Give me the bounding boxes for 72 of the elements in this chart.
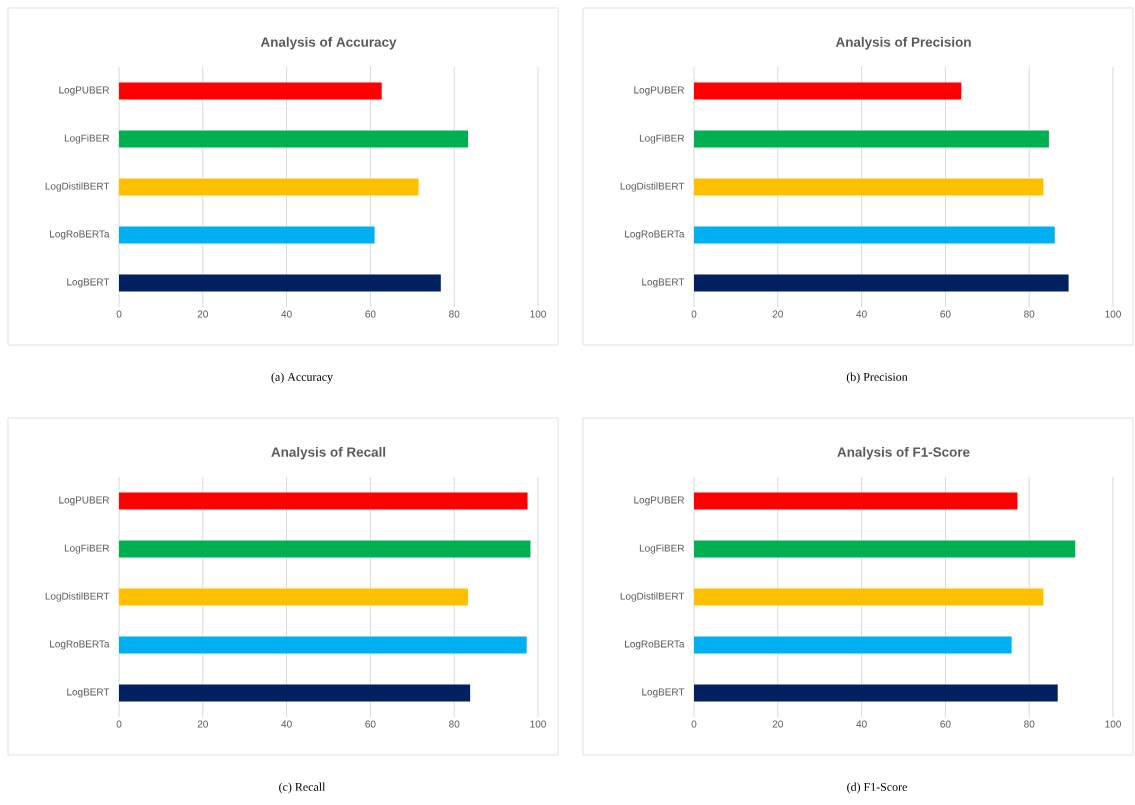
x-tick-label: 80 [449, 310, 460, 318]
y-tick-label: LogPUBER [59, 496, 110, 506]
y-tick-label: LogBERT [67, 278, 110, 288]
y-tick-label: LogDistilBERT [45, 592, 110, 602]
bar [119, 178, 419, 196]
x-tick-label: 60 [940, 720, 951, 728]
text: (d) F1-Score [847, 782, 907, 794]
x-tick-label: 0 [691, 720, 697, 728]
x-tick-label: 40 [281, 720, 292, 728]
x-tick-label: 60 [940, 310, 951, 318]
x-tick-label: 20 [772, 310, 783, 318]
y-tick-label: LogRoBERTa [625, 640, 685, 650]
x-tick-label: 0 [116, 720, 122, 728]
x-tick-label: 100 [1105, 310, 1121, 318]
y-tick-label: LogPUBER [634, 496, 685, 506]
x-tick-label: 40 [856, 310, 867, 318]
y-tick-label: LogFiBER [64, 134, 110, 144]
chart-title: Analysis of Precision [835, 36, 971, 50]
x-tick-label: 20 [772, 720, 783, 728]
x-tick-label: 100 [530, 720, 546, 728]
bar [119, 540, 531, 558]
bar [119, 636, 527, 654]
y-tick-label: LogRoBERTa [50, 230, 110, 240]
y-tick-label: LogFiBER [639, 134, 685, 144]
y-tick-label: LogDistilBERT [45, 182, 110, 192]
x-tick-label: 20 [197, 310, 208, 318]
x-tick-label: 60 [365, 310, 376, 318]
bar [119, 274, 441, 292]
x-tick-label: 80 [1024, 720, 1035, 728]
bar [694, 684, 1058, 702]
x-tick-label: 60 [365, 720, 376, 728]
y-tick-label: LogBERT [642, 278, 685, 288]
x-tick-label: 100 [530, 310, 546, 318]
y-tick-label: LogFiBER [64, 544, 110, 554]
y-tick-label: LogRoBERTa [50, 640, 110, 650]
x-tick-label: 20 [197, 720, 208, 728]
y-tick-label: LogDistilBERT [620, 592, 685, 602]
x-tick-label: 80 [449, 720, 460, 728]
bar [119, 684, 471, 702]
x-tick-label: 100 [1105, 720, 1121, 728]
x-tick-label: 0 [691, 310, 697, 318]
y-tick-label: LogRoBERTa [625, 230, 685, 240]
x-tick-label: 80 [1024, 310, 1035, 318]
bar [694, 274, 1069, 292]
bar [694, 540, 1076, 558]
bar [694, 492, 1018, 510]
y-tick-label: LogBERT [642, 688, 685, 698]
bar [694, 130, 1049, 148]
bar [119, 226, 375, 244]
y-tick-label: LogBERT [67, 688, 110, 698]
y-tick-label: LogPUBER [59, 86, 110, 96]
chart-title: Analysis of Recall [271, 446, 386, 460]
bar [694, 588, 1044, 606]
bar [694, 636, 1012, 654]
y-tick-label: LogPUBER [634, 86, 685, 96]
bar [119, 492, 528, 510]
bar [694, 82, 962, 100]
bar [694, 226, 1055, 244]
x-tick-label: 40 [856, 720, 867, 728]
chart-title: Analysis of Accuracy [260, 36, 397, 50]
bar [119, 82, 382, 100]
x-tick-label: 40 [281, 310, 292, 318]
y-tick-label: LogFiBER [639, 544, 685, 554]
x-tick-label: 0 [116, 310, 122, 318]
chart-title: Analysis of F1-Score [837, 446, 970, 460]
bar [119, 130, 469, 148]
text: (a) Accuracy [271, 372, 333, 384]
y-tick-label: LogDistilBERT [620, 182, 685, 192]
text: (c) Recall [279, 782, 326, 794]
bar [119, 588, 469, 606]
text: (b) Precision [846, 372, 908, 384]
bar [694, 178, 1044, 196]
